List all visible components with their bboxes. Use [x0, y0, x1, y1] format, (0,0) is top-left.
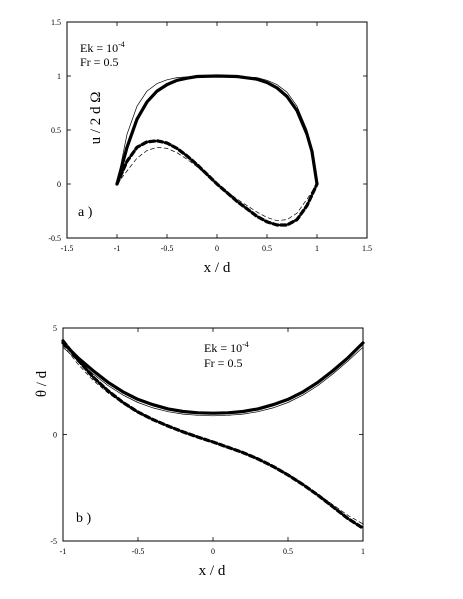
panel-a-y-tick-label: -0.5: [48, 234, 61, 243]
panel-b-x-tick-label: 1: [361, 547, 365, 556]
panel-b-y-tick-label: 5: [53, 324, 57, 333]
panel-a-y-tick-label: 1.5: [51, 18, 61, 27]
panel-b-ek-annotation: Ek = 10-4: [204, 340, 249, 355]
panel-a-y-tick-label: 0.5: [51, 126, 61, 135]
panel-a-series-thin-dashed: [116, 146, 318, 222]
panel-a-series-thin-solid: [116, 75, 318, 185]
panel-a-x-tick-label: 0.5: [262, 244, 272, 253]
panel-a-x-tick-label: 0: [215, 244, 219, 253]
panel-a-x-tick-label: 1: [315, 244, 319, 253]
panel-a-y-tick-label: 1: [57, 72, 61, 81]
panel-a-y-ticks: -0.5 0 0.5 1 1.5: [48, 18, 367, 243]
panel-a-x-tick-label: -1: [114, 244, 121, 253]
panel-b-fr-annotation: Fr = 0.5: [204, 356, 242, 370]
panel-a-ek-exponent: -4: [118, 40, 125, 49]
panel-b-series: [61, 339, 365, 530]
panel-a: -1.5 -1 -0.5 0 0.5 1 1.5 -0.5 0 0.5 1 1.5 x / d u …: [48, 18, 372, 276]
panel-a-ek-base: Ek = 10: [80, 41, 118, 55]
panel-b: -1 -0.5 0 0.5 1 -5 0 5 x / d θ / d Ek = 10-4 F…: [34, 324, 365, 579]
panel-b-label: b ): [76, 511, 92, 526]
panel-a-x-ticks: -1.5 -1 -0.5 0 0.5 1 1.5: [61, 22, 372, 253]
panel-b-x-tick-label: 0.5: [283, 547, 293, 556]
panel-a-series-thick-dashed: [115, 139, 319, 227]
panel-a-x-tick-label: -0.5: [161, 244, 174, 253]
panel-b-y-tick-label: 0: [53, 431, 57, 440]
panel-a-x-tick-label: 1.5: [362, 244, 372, 253]
panel-b-y-axis-label: θ / d: [34, 370, 50, 397]
panel-b-x-axis-label: x / d: [199, 563, 226, 579]
panel-a-x-tick-label: -1.5: [61, 244, 74, 253]
panel-a-y-tick-label: 0: [57, 180, 61, 189]
panel-a-series: [115, 74, 319, 227]
panel-a-x-axis-label: x / d: [204, 260, 231, 276]
panel-b-series-thin-dashed: [62, 344, 364, 525]
panel-b-x-ticks: -1 -0.5 0 0.5 1: [60, 328, 365, 556]
panel-a-ek-annotation: Ek = 10-4: [80, 40, 125, 55]
panel-b-x-tick-label: -0.5: [132, 547, 145, 556]
panel-a-y-axis-label: u / 2 d Ω: [88, 92, 104, 145]
panel-b-y-tick-label: -5: [50, 537, 57, 546]
panel-b-y-ticks: -5 0 5: [50, 324, 363, 546]
panel-b-ek-exponent: -4: [242, 340, 249, 349]
panel-b-x-tick-label: 0: [211, 547, 215, 556]
panel-a-label: a ): [78, 205, 93, 220]
panel-b-x-tick-label: -1: [60, 547, 67, 556]
panel-b-series-thin-solid: [62, 346, 364, 417]
panel-b-ek-base: Ek = 10: [204, 341, 242, 355]
panel-a-fr-annotation: Fr = 0.5: [80, 55, 118, 69]
panel-b-series-thick-solid: [61, 341, 365, 415]
